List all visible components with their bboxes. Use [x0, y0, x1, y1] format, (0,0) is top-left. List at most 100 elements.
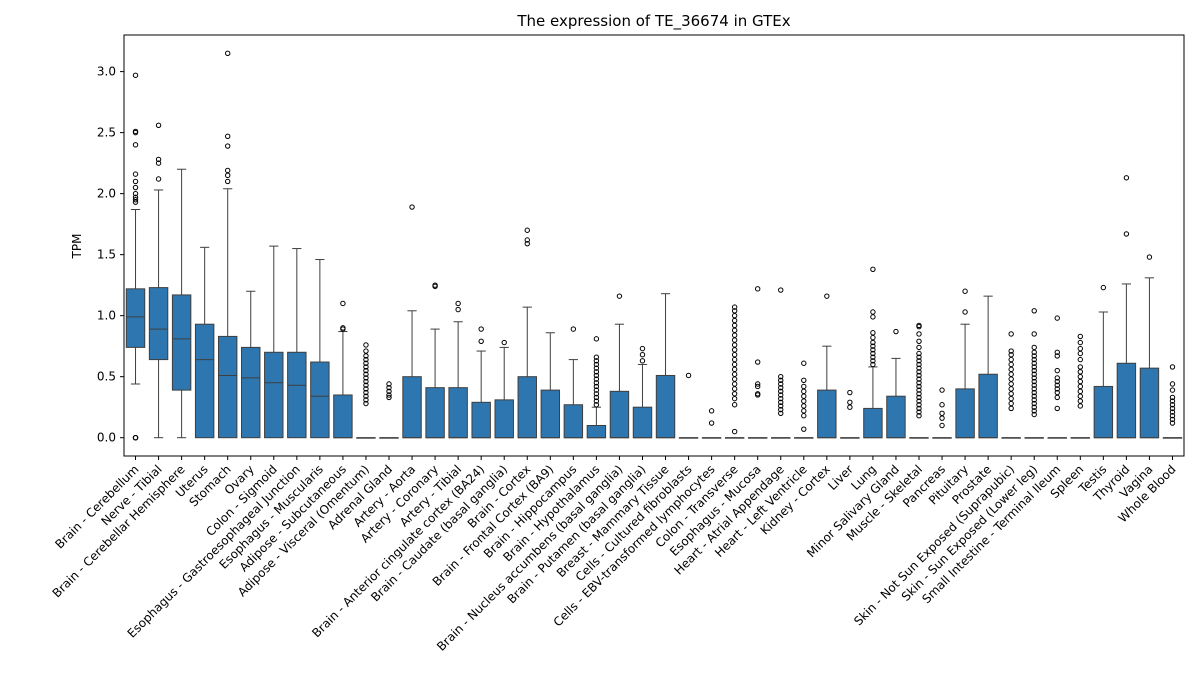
outlier-point [778, 406, 784, 413]
outlier-point [731, 391, 738, 397]
box [978, 373, 998, 439]
outlier-point [870, 361, 876, 368]
outlier-point [132, 434, 139, 441]
outlier-point [870, 343, 876, 349]
outlier-point [363, 342, 369, 348]
box [402, 376, 422, 439]
outlier-point [916, 409, 922, 415]
outlier-point [340, 300, 346, 307]
outlier-point [1077, 373, 1084, 380]
outlier-point [778, 392, 784, 398]
box-group [909, 322, 929, 439]
outlier-point [731, 402, 738, 408]
outlier-point [916, 361, 922, 368]
outlier-point [1031, 375, 1037, 381]
outlier-point [1031, 397, 1037, 403]
outlier-point [1031, 371, 1037, 377]
outlier-point [778, 287, 784, 293]
y-tick-label: 0.5 [97, 370, 116, 384]
outlier-point [1077, 383, 1084, 390]
outlier-point [1008, 366, 1014, 373]
outlier-point [224, 172, 231, 179]
outlier-point [708, 408, 715, 414]
box-group [333, 300, 353, 439]
outlier-point [1054, 382, 1060, 388]
outlier-point [801, 383, 807, 390]
outlier-point [570, 326, 577, 332]
outlier-point [524, 240, 530, 247]
box-group [632, 345, 653, 439]
outlier-point [685, 372, 692, 379]
outlier-point [363, 371, 369, 377]
outlier-point [639, 345, 646, 352]
outlier-point [132, 194, 139, 200]
outlier-point [731, 386, 738, 392]
box [425, 387, 445, 439]
box-group [148, 122, 169, 439]
outlier-point [1008, 386, 1014, 392]
box-group [517, 227, 537, 439]
outlier-point [731, 347, 738, 353]
outlier-point [524, 237, 530, 243]
box [517, 376, 537, 439]
outlier-point [593, 336, 600, 342]
outlier-point [962, 309, 968, 315]
box-group [171, 168, 192, 439]
outlier-point [778, 384, 784, 391]
box-group [1001, 331, 1021, 439]
outlier-point [939, 410, 945, 416]
box-group [264, 245, 284, 439]
outlier-point [155, 160, 162, 166]
outlier-point [962, 288, 968, 294]
outlier-point [432, 282, 438, 288]
outlier-point [916, 380, 922, 386]
outlier-point [363, 393, 369, 399]
outlier-point [801, 360, 807, 366]
outlier-point [1054, 315, 1060, 321]
box-group [217, 50, 238, 439]
box-group [955, 288, 975, 439]
outlier-point [593, 372, 600, 379]
outlier-point [593, 376, 600, 382]
outlier-point [754, 286, 761, 292]
outlier-point [778, 377, 784, 384]
box-group [356, 342, 376, 439]
box-group [125, 72, 146, 441]
box [148, 287, 169, 361]
outlier-point [916, 354, 922, 360]
outlier-point [1008, 356, 1014, 363]
outlier-point [708, 420, 715, 426]
outlier-point [916, 394, 922, 401]
outlier-point [778, 399, 784, 406]
outlier-point [132, 72, 139, 78]
box [586, 424, 607, 439]
box-group [609, 293, 630, 439]
outlier-point [778, 395, 784, 402]
outlier-point [731, 312, 738, 319]
outlier-point [524, 227, 530, 233]
outlier-point [593, 391, 600, 397]
outlier-point [363, 382, 369, 388]
box-group [817, 293, 837, 439]
box [863, 407, 883, 439]
outlier-point [1054, 367, 1060, 374]
outlier-point [1008, 361, 1014, 368]
box-group [655, 293, 676, 439]
outlier-point [916, 413, 922, 419]
outlier-point [731, 304, 738, 310]
outlier-point [501, 339, 507, 346]
box [609, 390, 630, 439]
outlier-point [132, 197, 139, 203]
outlier-point [224, 178, 231, 185]
y-tick-label: 1.0 [97, 309, 116, 323]
outlier-point [1054, 378, 1060, 385]
outlier-point [224, 133, 231, 139]
outlier-point [731, 308, 738, 314]
box [471, 401, 491, 439]
outlier-point [1077, 333, 1084, 340]
outlier-point [778, 403, 784, 409]
outlier-point [1031, 404, 1037, 410]
outlier-point [916, 365, 922, 371]
outlier-point [731, 327, 738, 334]
outlier-point [801, 393, 807, 399]
